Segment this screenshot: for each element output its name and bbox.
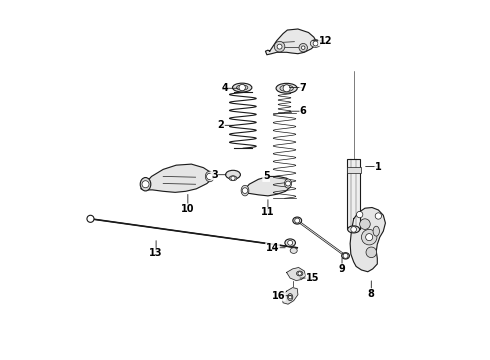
Text: 11: 11 — [261, 207, 275, 217]
Text: 7: 7 — [300, 82, 307, 93]
Ellipse shape — [276, 83, 297, 93]
Ellipse shape — [285, 239, 295, 247]
Circle shape — [366, 247, 377, 258]
Circle shape — [313, 41, 318, 46]
Circle shape — [289, 295, 292, 299]
Circle shape — [343, 253, 348, 258]
Ellipse shape — [205, 171, 214, 182]
Polygon shape — [282, 288, 298, 304]
Text: 5: 5 — [263, 171, 270, 181]
Circle shape — [288, 240, 293, 245]
Circle shape — [299, 44, 307, 52]
Circle shape — [375, 213, 382, 219]
Circle shape — [366, 234, 373, 241]
Polygon shape — [287, 267, 306, 280]
Circle shape — [295, 218, 300, 223]
Text: 16: 16 — [272, 291, 285, 301]
Text: 13: 13 — [149, 248, 163, 258]
Text: 4: 4 — [221, 83, 228, 93]
Bar — [347, 159, 360, 229]
Circle shape — [142, 181, 149, 188]
Ellipse shape — [342, 253, 349, 259]
Ellipse shape — [232, 83, 252, 92]
Circle shape — [357, 211, 363, 218]
Text: 1: 1 — [375, 162, 382, 172]
Text: 15: 15 — [306, 273, 319, 283]
Ellipse shape — [140, 177, 151, 191]
Circle shape — [87, 215, 94, 222]
Ellipse shape — [348, 226, 360, 233]
Ellipse shape — [225, 170, 241, 179]
Circle shape — [351, 226, 357, 232]
Polygon shape — [266, 29, 318, 55]
Text: 9: 9 — [339, 264, 345, 274]
Ellipse shape — [310, 40, 321, 48]
Ellipse shape — [229, 176, 237, 181]
Ellipse shape — [285, 179, 292, 188]
Circle shape — [286, 181, 291, 186]
Text: 10: 10 — [181, 204, 195, 214]
Circle shape — [360, 219, 370, 229]
Ellipse shape — [373, 226, 379, 236]
Bar — [346, 167, 361, 173]
Polygon shape — [141, 164, 213, 192]
Text: 8: 8 — [368, 289, 375, 298]
Ellipse shape — [296, 271, 303, 276]
Ellipse shape — [293, 217, 302, 224]
Polygon shape — [242, 176, 291, 196]
Ellipse shape — [280, 85, 294, 91]
Ellipse shape — [288, 294, 293, 301]
Text: 14: 14 — [266, 243, 279, 253]
Circle shape — [239, 84, 245, 91]
Circle shape — [207, 173, 213, 180]
Circle shape — [242, 188, 248, 193]
Circle shape — [274, 41, 285, 52]
Ellipse shape — [241, 185, 249, 196]
Polygon shape — [350, 207, 386, 272]
Circle shape — [277, 44, 282, 49]
Circle shape — [231, 176, 235, 180]
Circle shape — [298, 272, 301, 275]
Text: 2: 2 — [218, 120, 224, 130]
Circle shape — [362, 229, 377, 245]
Circle shape — [301, 46, 305, 49]
Text: 12: 12 — [318, 36, 332, 46]
Text: 3: 3 — [211, 170, 218, 180]
Text: 6: 6 — [300, 106, 307, 116]
Circle shape — [283, 85, 290, 92]
Ellipse shape — [290, 248, 297, 253]
Ellipse shape — [237, 85, 248, 90]
